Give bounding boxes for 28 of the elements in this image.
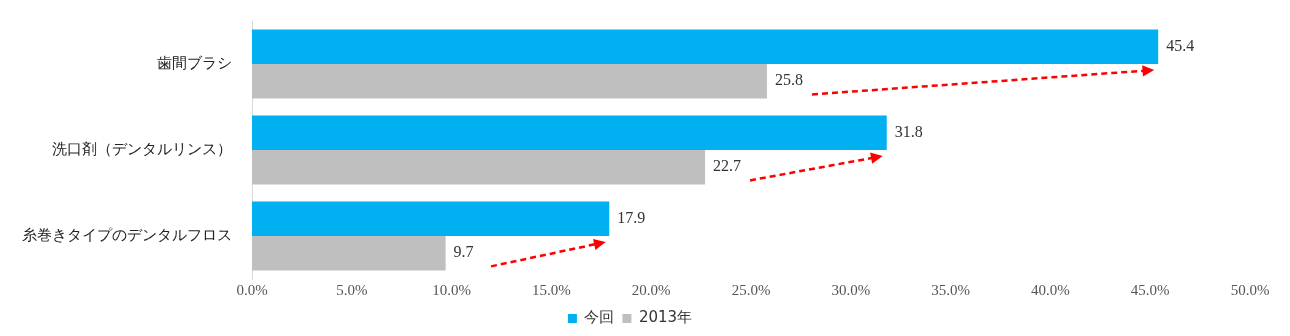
x-tick-label: 15.0%: [532, 281, 571, 298]
bar: [252, 115, 887, 150]
x-tick-label: 10.0%: [432, 281, 471, 298]
bar: [252, 236, 446, 271]
data-label: 22.7: [713, 157, 742, 175]
bar: [252, 150, 706, 185]
x-tick-label: 35.0%: [931, 281, 970, 298]
x-tick-label: 25.0%: [731, 281, 771, 298]
y-tick-label: 糸巻きタイプのデンタルフロス: [22, 225, 232, 244]
bar: [252, 29, 1159, 64]
bar: [252, 64, 767, 99]
data-label: 9.7: [453, 243, 474, 261]
x-tick-label: 0.0%: [236, 281, 268, 298]
x-tick-label: 30.0%: [831, 281, 871, 298]
bar: [252, 201, 610, 236]
x-tick-label: 45.0%: [1130, 281, 1170, 298]
x-tick-label: 20.0%: [631, 281, 671, 298]
x-tick-label: 5.0%: [336, 281, 368, 298]
y-tick-label: 歯間ブラシ: [157, 53, 232, 72]
legend-label: 今回: [584, 308, 615, 327]
x-tick-label: 50.0%: [1230, 281, 1270, 298]
y-tick-label: 洗口剤（デンタルリンス）: [52, 139, 232, 158]
data-label: 31.8: [894, 123, 923, 140]
x-tick-label: 40.0%: [1031, 281, 1070, 298]
data-label: 25.8: [774, 71, 803, 89]
legend-label: 2013年: [638, 308, 693, 327]
data-label: 17.9: [617, 209, 646, 226]
data-label: 45.4: [1166, 37, 1195, 54]
